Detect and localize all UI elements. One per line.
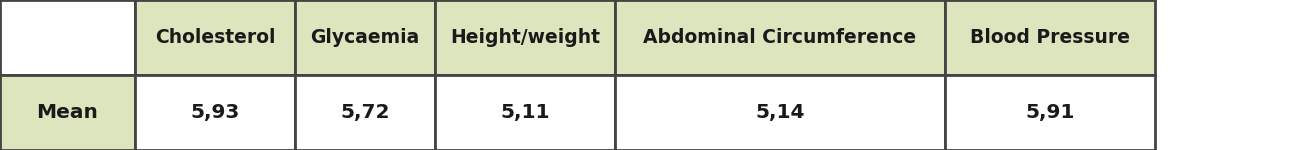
- Text: 5,72: 5,72: [341, 103, 390, 122]
- Text: 5,91: 5,91: [1025, 103, 1074, 122]
- Bar: [616, 75, 945, 150]
- Text: 5,14: 5,14: [756, 103, 805, 122]
- Text: 5,11: 5,11: [500, 103, 550, 122]
- Text: Abdominal Circumference: Abdominal Circumference: [643, 28, 916, 47]
- Text: Blood Pressure: Blood Pressure: [969, 28, 1130, 47]
- Text: Mean: Mean: [36, 103, 98, 122]
- Text: Height/weight: Height/weight: [450, 28, 600, 47]
- Bar: [616, 0, 945, 75]
- Bar: [435, 0, 616, 75]
- Bar: [435, 75, 616, 150]
- Bar: [945, 75, 1155, 150]
- Bar: [295, 75, 435, 150]
- Bar: [0, 75, 135, 150]
- Bar: [135, 75, 295, 150]
- Text: 5,93: 5,93: [191, 103, 240, 122]
- Bar: [0, 0, 135, 75]
- Bar: [295, 0, 435, 75]
- Text: Glycaemia: Glycaemia: [310, 28, 420, 47]
- Bar: [135, 0, 295, 75]
- Text: Cholesterol: Cholesterol: [154, 28, 275, 47]
- Bar: [945, 0, 1155, 75]
